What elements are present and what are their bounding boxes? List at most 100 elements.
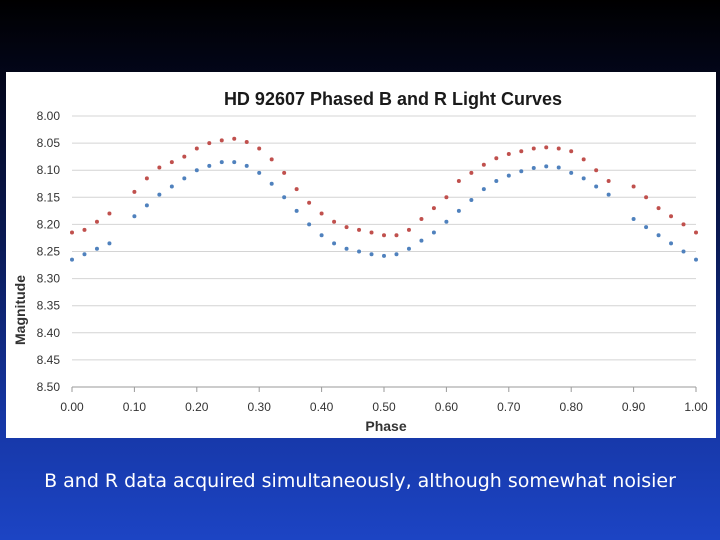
data-point <box>94 219 99 224</box>
data-point <box>169 184 174 189</box>
data-point <box>444 195 449 200</box>
y-tick-label: 8.05 <box>37 136 61 150</box>
series-1 <box>70 160 698 262</box>
data-point <box>269 157 274 162</box>
y-tick-label: 8.50 <box>37 380 61 394</box>
data-point <box>544 164 549 169</box>
data-point <box>382 253 386 258</box>
y-axis-title: Magnitude <box>12 275 28 345</box>
y-tick-label: 8.10 <box>37 163 61 177</box>
data-point <box>207 163 212 168</box>
data-point <box>494 179 499 184</box>
data-point <box>669 214 674 219</box>
data-point <box>394 252 399 257</box>
x-tick-label: 0.60 <box>435 400 459 414</box>
data-point <box>456 208 461 213</box>
data-point <box>594 168 599 173</box>
data-point <box>182 154 187 159</box>
grid-lines <box>72 115 696 388</box>
data-point <box>419 216 424 221</box>
data-point <box>382 233 386 238</box>
data-point <box>319 233 324 238</box>
data-point <box>232 136 237 141</box>
y-tick-labels: 8.00 8.05 8.10 8.15 8.20 8.25 8.30 8.35 8.40 8.45… <box>37 109 61 394</box>
data-point <box>332 219 337 224</box>
data-point <box>70 230 74 235</box>
y-tick-label: 8.30 <box>37 272 61 286</box>
y-tick-label: 8.00 <box>37 109 61 123</box>
data-point <box>94 246 99 251</box>
data-point <box>107 241 112 246</box>
data-point <box>157 192 162 197</box>
x-tick-label: 0.10 <box>123 400 147 414</box>
y-tick-label: 8.45 <box>37 353 61 367</box>
data-point <box>307 222 312 227</box>
data-point <box>144 176 149 181</box>
x-axis-title: Phase <box>365 418 406 434</box>
data-point <box>506 173 511 178</box>
data-point <box>594 184 599 189</box>
data-point <box>419 238 424 243</box>
data-point <box>556 165 561 170</box>
data-point <box>307 200 312 205</box>
slide-caption: B and R data acquired simultaneously, al… <box>44 470 676 492</box>
data-point <box>219 160 224 165</box>
x-tick-label: 0.50 <box>372 400 396 414</box>
data-point <box>506 151 511 156</box>
data-point <box>469 198 474 203</box>
data-point <box>694 257 698 262</box>
data-point <box>581 157 586 162</box>
x-tick-label: 0.20 <box>185 400 209 414</box>
x-tick-label: 0.00 <box>60 400 84 414</box>
data-point <box>82 252 87 257</box>
data-point <box>144 203 149 208</box>
data-point <box>481 162 486 167</box>
data-point <box>394 233 399 238</box>
data-point <box>656 206 661 211</box>
data-point <box>581 176 586 181</box>
x-tick-label: 0.30 <box>248 400 272 414</box>
data-point <box>694 230 698 235</box>
data-point <box>606 192 611 197</box>
data-point <box>257 170 262 175</box>
y-tick-label: 8.15 <box>37 190 61 204</box>
data-point <box>669 241 674 246</box>
x-tick-label: 0.80 <box>560 400 584 414</box>
data-point <box>294 187 299 192</box>
data-point <box>257 146 262 151</box>
data-point <box>631 216 636 221</box>
data-point <box>444 219 449 224</box>
data-point <box>456 179 461 184</box>
data-point <box>644 225 649 230</box>
data-point <box>157 165 162 170</box>
data-point <box>244 163 249 168</box>
data-points <box>70 136 698 262</box>
data-point <box>194 168 199 173</box>
data-point <box>219 138 224 143</box>
data-point <box>681 249 686 254</box>
data-point <box>282 170 287 175</box>
light-curve-chart: HD 92607 Phased B and R Light Curves 8.0… <box>12 89 708 434</box>
data-point <box>681 222 686 227</box>
x-tick-labels: 0.00 0.10 0.20 0.30 0.40 0.50 0.60 0.70 0.80 0.90… <box>60 387 708 414</box>
data-point <box>569 170 574 175</box>
data-point <box>294 208 299 213</box>
data-point <box>519 149 524 154</box>
data-point <box>70 257 74 262</box>
data-point <box>406 246 411 251</box>
data-point <box>319 211 324 216</box>
data-point <box>357 249 362 254</box>
series-0 <box>70 136 698 238</box>
data-point <box>194 146 199 151</box>
data-point <box>232 160 237 165</box>
y-tick-label: 8.20 <box>37 217 61 231</box>
x-tick-label: 1.00 <box>684 400 708 414</box>
data-point <box>332 241 337 246</box>
y-tick-label: 8.40 <box>37 326 61 340</box>
x-tick-label: 0.90 <box>622 400 646 414</box>
data-point <box>544 145 549 150</box>
data-point <box>207 141 212 146</box>
data-point <box>169 160 174 165</box>
data-point <box>282 195 287 200</box>
data-point <box>406 227 411 232</box>
